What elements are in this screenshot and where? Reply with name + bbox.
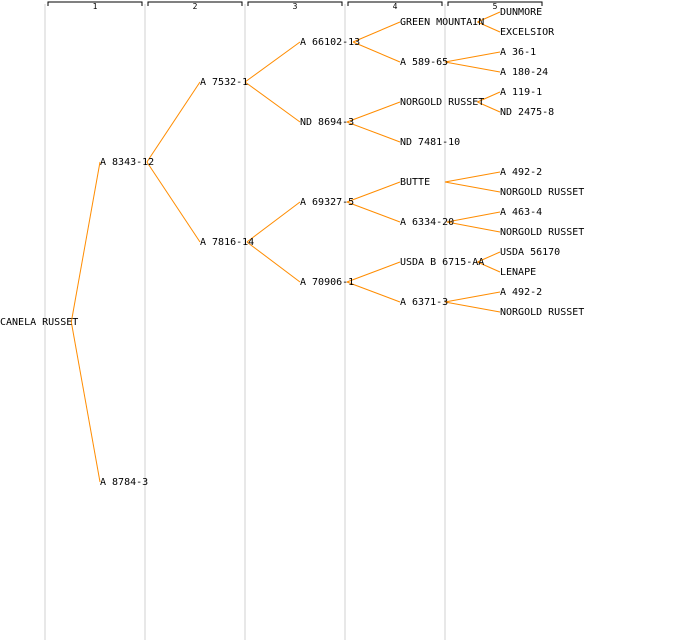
- lineage-edge: [352, 21, 401, 43]
- pedigree-node: CANELA RUSSET: [0, 317, 78, 328]
- generation-number: 5: [493, 2, 498, 11]
- generation-header: 1 2 3 4 5: [47, 1, 543, 11]
- lineage-edge: [444, 181, 501, 193]
- pedigree-node: NORGOLD RUSSET: [400, 97, 484, 108]
- lineage-edge: [346, 101, 401, 123]
- pedigree-node: A 492-2: [500, 287, 542, 298]
- lineage-edge: [477, 101, 501, 113]
- generation-bracket: [347, 1, 443, 6]
- generation-columns: [44, 4, 446, 640]
- generation-bracket: [47, 1, 143, 6]
- lineage-edge: [70, 161, 101, 323]
- lineage-edge: [246, 241, 301, 283]
- lineage-edge: [477, 251, 501, 263]
- lineage-edge: [446, 221, 501, 233]
- pedigree-node: A 70906-1: [300, 277, 354, 288]
- generation-bracket: [447, 1, 543, 6]
- pedigree-node: A 589-65: [400, 57, 448, 68]
- generation-bracket: [247, 1, 343, 6]
- pedigree-node: NORGOLD RUSSET: [500, 187, 584, 198]
- lineage-edge: [346, 181, 401, 203]
- generation-number: 4: [393, 2, 398, 11]
- pedigree-node: USDA B 6715-AA: [400, 257, 484, 268]
- pedigree-node: DUNMORE: [500, 7, 542, 18]
- pedigree-node: ND 7481-10: [400, 137, 460, 148]
- lineage-edge: [444, 171, 501, 183]
- edges: [70, 11, 501, 483]
- nodes: CANELA RUSSET A 8343-12 A 7532-1 A 66102-13…: [0, 7, 584, 488]
- pedigree-node: BUTTE: [400, 177, 430, 188]
- lineage-edge: [352, 41, 401, 63]
- pedigree-node: A 66102-13: [300, 37, 360, 48]
- lineage-edge: [146, 161, 201, 243]
- pedigree-node: A 6371-3: [400, 297, 448, 308]
- lineage-edge: [444, 301, 501, 313]
- lineage-edge: [70, 321, 101, 483]
- pedigree-node: A 119-1: [500, 87, 542, 98]
- lineage-edge: [346, 281, 401, 303]
- pedigree-node: A 180-24: [500, 67, 548, 78]
- generation-bracket: [147, 1, 243, 6]
- lineage-edge: [346, 261, 401, 283]
- pedigree-node: LENAPE: [500, 267, 536, 278]
- pedigree-node: A 7816-14: [200, 237, 254, 248]
- generation-number: 1: [93, 2, 98, 11]
- generation-number: 3: [293, 2, 298, 11]
- pedigree-node: A 492-2: [500, 167, 542, 178]
- generation-number: 2: [193, 2, 198, 11]
- pedigree-node: NORGOLD RUSSET: [500, 227, 584, 238]
- pedigree-node: A 463-4: [500, 207, 542, 218]
- lineage-edge: [446, 211, 501, 223]
- lineage-edge: [244, 41, 301, 83]
- pedigree-node: NORGOLD RUSSET: [500, 307, 584, 318]
- pedigree-node: A 36-1: [500, 47, 536, 58]
- lineage-edge: [444, 291, 501, 303]
- lineage-edge: [477, 11, 501, 23]
- pedigree-node: ND 2475-8: [500, 107, 554, 118]
- lineage-edge: [477, 91, 501, 103]
- pedigree-node: A 69327-5: [300, 197, 354, 208]
- lineage-edge: [346, 121, 401, 143]
- pedigree-node: A 8343-12: [100, 157, 154, 168]
- pedigree-node: USDA 56170: [500, 247, 560, 258]
- lineage-edge: [346, 201, 401, 223]
- lineage-edge: [477, 21, 501, 33]
- lineage-edge: [444, 61, 501, 73]
- pedigree-node: EXCELSIOR: [500, 27, 555, 38]
- pedigree-node: GREEN MOUNTAIN: [400, 17, 484, 28]
- pedigree-node: A 6334-20: [400, 217, 454, 228]
- lineage-edge: [444, 51, 501, 63]
- pedigree-node: A 7532-1: [200, 77, 248, 88]
- lineage-edge: [246, 201, 301, 243]
- lineage-edge: [477, 261, 501, 273]
- lineage-edge: [244, 81, 301, 123]
- pedigree-node: A 8784-3: [100, 477, 148, 488]
- pedigree-node: ND 8694-3: [300, 117, 354, 128]
- lineage-edge: [146, 81, 201, 163]
